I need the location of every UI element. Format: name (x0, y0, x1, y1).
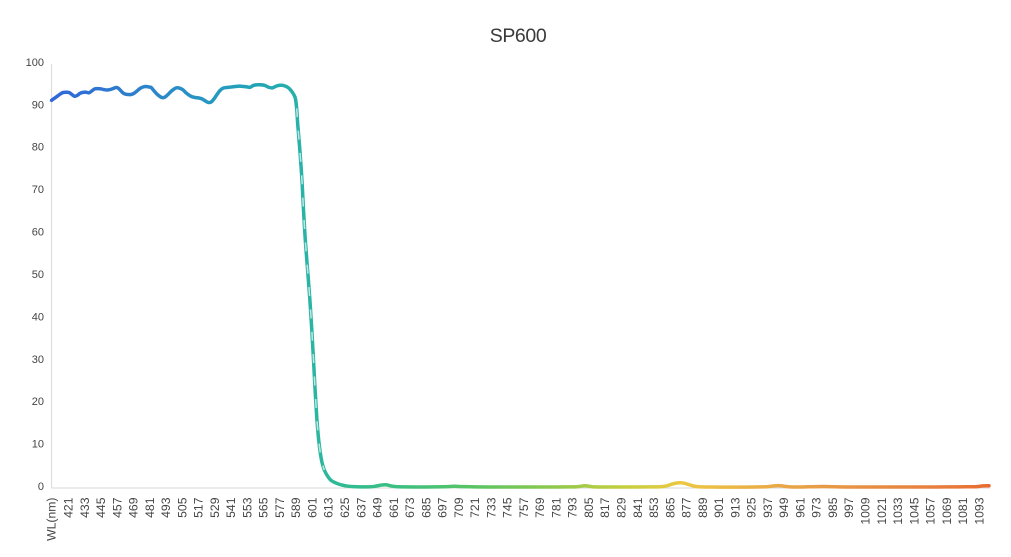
svg-text:853: 853 (647, 497, 661, 518)
svg-text:625: 625 (338, 497, 352, 518)
svg-text:925: 925 (745, 497, 759, 518)
svg-text:877: 877 (680, 497, 694, 518)
svg-text:913: 913 (728, 497, 742, 518)
svg-text:757: 757 (517, 497, 531, 518)
svg-text:613: 613 (322, 497, 336, 518)
svg-text:601: 601 (306, 497, 320, 518)
svg-text:1081: 1081 (956, 497, 970, 524)
svg-text:733: 733 (484, 497, 498, 518)
svg-text:469: 469 (127, 497, 141, 518)
svg-text:805: 805 (582, 497, 596, 518)
svg-text:1021: 1021 (875, 497, 889, 524)
svg-text:421: 421 (62, 497, 76, 518)
svg-text:10: 10 (32, 439, 44, 451)
svg-text:WL(nm): WL(nm) (45, 498, 59, 541)
svg-text:817: 817 (598, 497, 612, 518)
svg-text:481: 481 (143, 497, 157, 518)
svg-text:901: 901 (712, 497, 726, 518)
svg-text:517: 517 (192, 497, 206, 518)
svg-text:889: 889 (696, 497, 710, 518)
svg-text:937: 937 (761, 497, 775, 518)
svg-text:50: 50 (32, 269, 44, 281)
svg-text:433: 433 (78, 497, 92, 518)
svg-text:70: 70 (32, 184, 44, 196)
svg-text:841: 841 (631, 497, 645, 518)
svg-text:445: 445 (94, 497, 108, 518)
svg-text:949: 949 (777, 497, 791, 518)
svg-text:505: 505 (175, 497, 189, 518)
svg-text:745: 745 (501, 497, 515, 518)
svg-text:997: 997 (842, 497, 856, 518)
svg-text:697: 697 (436, 497, 450, 518)
svg-text:553: 553 (240, 497, 254, 518)
svg-text:829: 829 (615, 497, 629, 518)
svg-text:1045: 1045 (907, 497, 921, 524)
svg-text:80: 80 (32, 142, 44, 154)
svg-text:709: 709 (452, 497, 466, 518)
svg-text:961: 961 (793, 497, 807, 518)
svg-text:1057: 1057 (924, 497, 938, 524)
svg-text:973: 973 (810, 497, 824, 518)
svg-text:793: 793 (566, 497, 580, 518)
svg-text:769: 769 (533, 497, 547, 518)
svg-text:529: 529 (208, 497, 222, 518)
svg-text:1069: 1069 (940, 497, 954, 524)
svg-text:649: 649 (371, 497, 385, 518)
svg-text:661: 661 (387, 497, 401, 518)
svg-text:1093: 1093 (972, 497, 986, 524)
svg-text:40: 40 (32, 311, 44, 323)
svg-text:90: 90 (32, 99, 44, 111)
svg-text:781: 781 (550, 497, 564, 518)
svg-text:721: 721 (468, 497, 482, 518)
svg-text:30: 30 (32, 354, 44, 366)
svg-text:SP600: SP600 (490, 25, 547, 47)
svg-text:589: 589 (289, 497, 303, 518)
svg-text:673: 673 (403, 497, 417, 518)
svg-text:493: 493 (159, 497, 173, 518)
svg-text:685: 685 (419, 497, 433, 518)
svg-text:565: 565 (257, 497, 271, 518)
svg-text:985: 985 (826, 497, 840, 518)
svg-text:865: 865 (663, 497, 677, 518)
svg-text:0: 0 (38, 481, 44, 493)
svg-text:1033: 1033 (891, 497, 905, 524)
svg-text:637: 637 (354, 497, 368, 518)
svg-text:1009: 1009 (859, 497, 873, 524)
svg-text:60: 60 (32, 227, 44, 239)
svg-text:20: 20 (32, 396, 44, 408)
svg-text:541: 541 (224, 497, 238, 518)
svg-text:457: 457 (110, 497, 124, 518)
svg-text:577: 577 (273, 497, 287, 518)
svg-text:100: 100 (26, 57, 44, 69)
